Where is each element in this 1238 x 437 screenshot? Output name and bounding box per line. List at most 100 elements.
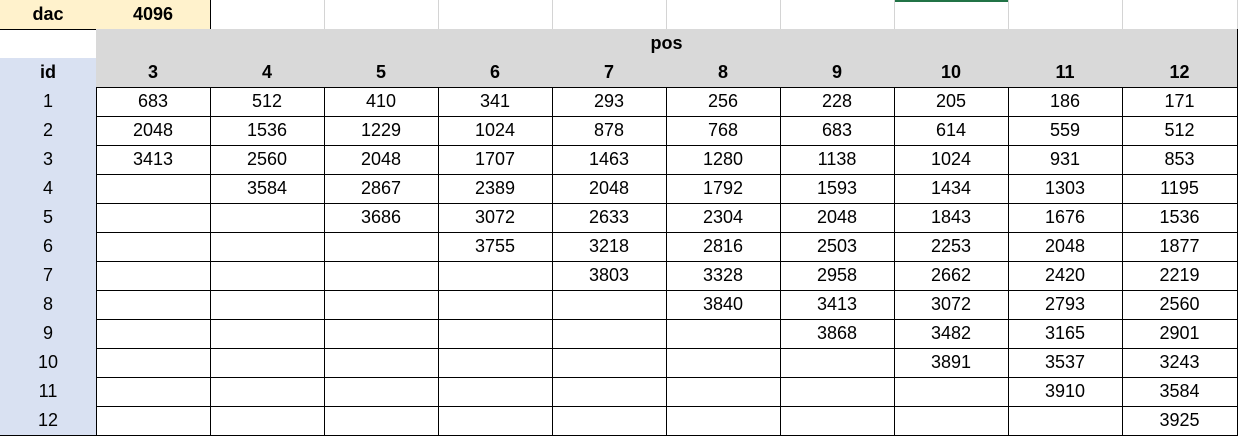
data-cell[interactable]: 2048 xyxy=(552,174,667,204)
data-cell[interactable]: 3910 xyxy=(1008,377,1123,407)
data-cell[interactable]: 2816 xyxy=(666,232,781,262)
data-cell[interactable]: 3482 xyxy=(894,319,1009,349)
data-cell[interactable] xyxy=(552,348,667,378)
data-cell[interactable] xyxy=(210,261,325,291)
data-cell[interactable]: 3891 xyxy=(894,348,1009,378)
data-cell[interactable]: 1138 xyxy=(780,145,895,175)
data-cell[interactable] xyxy=(96,319,211,349)
column-header-9[interactable]: 9 xyxy=(780,58,895,88)
data-cell[interactable] xyxy=(438,290,553,320)
data-cell[interactable] xyxy=(324,261,439,291)
data-cell[interactable] xyxy=(324,319,439,349)
empty-cell[interactable] xyxy=(552,0,667,30)
data-cell[interactable]: 3243 xyxy=(1122,348,1238,378)
data-cell[interactable] xyxy=(666,377,781,407)
data-cell[interactable]: 512 xyxy=(1122,116,1238,146)
data-cell[interactable] xyxy=(780,406,895,436)
data-cell[interactable] xyxy=(438,319,553,349)
data-cell[interactable] xyxy=(894,377,1009,407)
data-cell[interactable] xyxy=(324,290,439,320)
column-header-5[interactable]: 5 xyxy=(324,58,439,88)
column-header-3[interactable]: 3 xyxy=(96,58,211,88)
data-cell[interactable] xyxy=(666,406,781,436)
data-cell[interactable]: 2304 xyxy=(666,203,781,233)
row-id-cell[interactable]: 11 xyxy=(0,377,97,407)
data-cell[interactable]: 341 xyxy=(438,87,553,117)
data-cell[interactable] xyxy=(210,319,325,349)
data-cell[interactable] xyxy=(96,406,211,436)
data-cell[interactable]: 614 xyxy=(894,116,1009,146)
data-cell[interactable]: 1792 xyxy=(666,174,781,204)
data-cell[interactable] xyxy=(324,377,439,407)
data-cell[interactable] xyxy=(780,377,895,407)
data-cell[interactable]: 3165 xyxy=(1008,319,1123,349)
data-cell[interactable]: 1463 xyxy=(552,145,667,175)
data-cell[interactable]: 768 xyxy=(666,116,781,146)
data-cell[interactable]: 1536 xyxy=(1122,203,1238,233)
data-cell[interactable]: 293 xyxy=(552,87,667,117)
data-cell[interactable]: 2503 xyxy=(780,232,895,262)
data-cell[interactable]: 3072 xyxy=(894,290,1009,320)
data-cell[interactable]: 1303 xyxy=(1008,174,1123,204)
data-cell[interactable] xyxy=(96,377,211,407)
data-cell[interactable]: 1593 xyxy=(780,174,895,204)
data-cell[interactable] xyxy=(666,348,781,378)
row-id-cell[interactable]: 3 xyxy=(0,145,97,175)
data-cell[interactable]: 3755 xyxy=(438,232,553,262)
data-cell[interactable]: 3803 xyxy=(552,261,667,291)
row-id-cell[interactable]: 5 xyxy=(0,203,97,233)
data-cell[interactable] xyxy=(438,377,553,407)
data-cell[interactable]: 410 xyxy=(324,87,439,117)
data-cell[interactable] xyxy=(210,377,325,407)
data-cell[interactable]: 2560 xyxy=(210,145,325,175)
data-cell[interactable]: 2048 xyxy=(324,145,439,175)
data-cell[interactable] xyxy=(210,290,325,320)
data-cell[interactable]: 2901 xyxy=(1122,319,1238,349)
empty-cell[interactable] xyxy=(210,0,325,30)
data-cell[interactable]: 2560 xyxy=(1122,290,1238,320)
data-cell[interactable]: 2633 xyxy=(552,203,667,233)
data-cell[interactable] xyxy=(552,377,667,407)
data-cell[interactable]: 3413 xyxy=(780,290,895,320)
row-id-cell[interactable]: 2 xyxy=(0,116,97,146)
data-cell[interactable] xyxy=(552,290,667,320)
data-cell[interactable]: 1877 xyxy=(1122,232,1238,262)
data-cell[interactable]: 853 xyxy=(1122,145,1238,175)
data-cell[interactable]: 205 xyxy=(894,87,1009,117)
data-cell[interactable]: 1024 xyxy=(894,145,1009,175)
data-cell[interactable]: 2048 xyxy=(1008,232,1123,262)
row-id-cell[interactable]: 9 xyxy=(0,319,97,349)
data-cell[interactable] xyxy=(210,348,325,378)
data-cell[interactable]: 3328 xyxy=(666,261,781,291)
data-cell[interactable]: 3868 xyxy=(780,319,895,349)
data-cell[interactable]: 1280 xyxy=(666,145,781,175)
data-cell[interactable] xyxy=(96,203,211,233)
data-cell[interactable]: 2048 xyxy=(96,116,211,146)
pos-header-cell[interactable]: pos xyxy=(96,29,1238,59)
data-cell[interactable]: 256 xyxy=(666,87,781,117)
data-cell[interactable] xyxy=(210,406,325,436)
data-cell[interactable]: 171 xyxy=(1122,87,1238,117)
data-cell[interactable]: 512 xyxy=(210,87,325,117)
data-cell[interactable] xyxy=(666,319,781,349)
data-cell[interactable]: 3072 xyxy=(438,203,553,233)
data-cell[interactable] xyxy=(780,348,895,378)
empty-cell[interactable] xyxy=(1008,0,1123,30)
data-cell[interactable]: 3413 xyxy=(96,145,211,175)
data-cell[interactable]: 1024 xyxy=(438,116,553,146)
data-cell[interactable]: 1434 xyxy=(894,174,1009,204)
column-header-8[interactable]: 8 xyxy=(666,58,781,88)
column-header-11[interactable]: 11 xyxy=(1008,58,1123,88)
empty-cell[interactable] xyxy=(0,29,97,59)
data-cell[interactable]: 3537 xyxy=(1008,348,1123,378)
data-cell[interactable]: 931 xyxy=(1008,145,1123,175)
empty-cell[interactable] xyxy=(780,0,895,30)
data-cell[interactable] xyxy=(552,319,667,349)
column-header-4[interactable]: 4 xyxy=(210,58,325,88)
data-cell[interactable]: 2793 xyxy=(1008,290,1123,320)
data-cell[interactable] xyxy=(324,232,439,262)
data-cell[interactable]: 2219 xyxy=(1122,261,1238,291)
data-cell[interactable]: 3686 xyxy=(324,203,439,233)
dac-value-cell[interactable]: 4096 xyxy=(96,0,211,30)
row-id-cell[interactable]: 6 xyxy=(0,232,97,262)
